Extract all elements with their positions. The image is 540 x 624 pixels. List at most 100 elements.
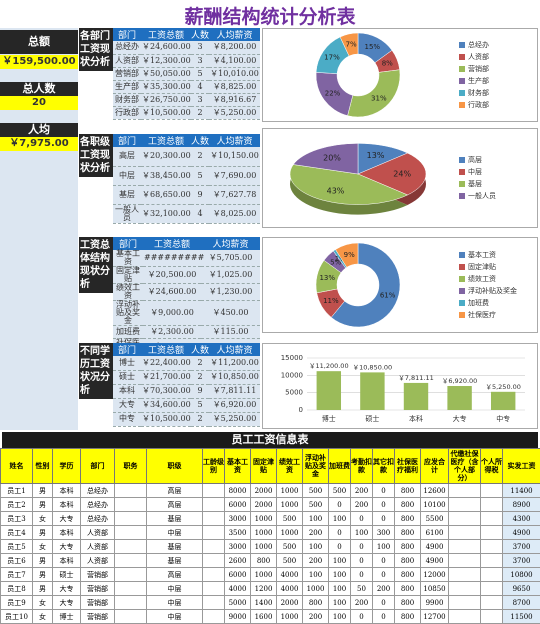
cell: ￥32,100.00 [141,204,191,224]
cell: 本科 [52,497,81,512]
header-cell: 实发工资 [502,448,540,484]
cell: 4 [191,80,209,94]
cell: 500 [276,539,303,554]
cell: 女 [32,511,53,526]
cell: 2 [191,370,209,385]
total-value: ￥159,500.00 [0,55,78,69]
header-row: 部门 工资总额 人数 人均薪资 [113,134,260,147]
cell: 人资部 [113,54,141,68]
header-cell: 学历 [52,448,81,484]
header-cell: 代缴社保医疗（含个人部分） [448,448,481,484]
cell: 0 [372,511,395,526]
cell: 总经办 [80,497,115,512]
header-cell: 考勤扣款 [350,448,373,484]
data-label: 61% [380,292,396,300]
header-cell: 工资总额 [141,343,191,356]
cell: 800 [394,609,421,624]
cell: 2 [191,147,209,167]
row: 博士 ￥22,400.00 2 ￥11,200.00 [113,356,260,371]
avg-value: ￥7,975.00 [0,137,78,151]
cell: 6000 [224,567,251,582]
section-table: 部门 工资总额 人数 人均薪资 高层 ￥20,300.00 2 ￥10,150.00 中层 ￥38… [113,134,260,224]
cell: 绩效工资 [113,283,143,301]
bar [447,386,472,410]
cell: ￥20,300.00 [141,147,191,167]
cell: 人资部 [80,539,115,554]
cell [202,539,225,554]
slice [335,242,359,268]
cell: ￥8,825.00 [209,80,260,94]
cell: 500 [276,553,303,568]
header-cell: 部门 [113,28,141,41]
cell: 本科 [113,384,141,399]
row: 营销部 ￥50,050.00 5 ￥10,010.00 [113,67,260,81]
legend-label: 固定津贴 [468,262,496,271]
cell [114,595,147,610]
cell: 200 [302,609,329,624]
cell [202,595,225,610]
cell: ￥1,025.00 [201,266,260,284]
cell: 5 [191,166,209,186]
header-cell: 工资总额 [141,28,191,41]
data-label: 7% [346,40,357,48]
cell: 0 [328,539,351,554]
data-label: 17% [324,53,340,61]
page-title: 薪酬结构统计分析表 [184,6,356,28]
legend-label: 基层 [468,179,482,188]
slice [339,32,359,57]
row: 员工2 男本科 总经办 高层 6000 2000 1000 500 0 200 0 800 10100 8… [0,497,540,512]
cell: 1000 [276,525,303,540]
cell: 财务部 [113,93,141,107]
legend-label: 行政部 [468,100,489,109]
row: 员工6 男本科 人资部 基层 2600 800 500 200 100 0 0 800 4900 3700 [0,553,540,568]
data-label: ￥5,250.00 [485,383,520,391]
legend-label: 社保医疗 [468,310,496,319]
data-label: 15% [365,43,381,51]
cell: 9000 [224,609,251,624]
data-label: 22% [325,90,341,98]
employee-table-title: 员工工资信息表 [2,432,538,448]
row: 行政部 ￥10,500.00 2 ￥5,250.00 [113,106,260,120]
cell: 100 [302,539,329,554]
section-table: 部门 工资总额 人均薪资 基本工资 ######### ￥5,705.00 固定津贴 ￥20,… [113,237,260,356]
cell [202,525,225,540]
row: 大专 ￥34,600.00 5 ￥6,920.00 [113,398,260,413]
data-label: 8% [382,59,393,67]
cell: 800 [394,567,421,582]
legend-label: 一般人员 [468,191,496,200]
slice [330,242,401,328]
cell: 500 [302,483,329,498]
cell [480,539,503,554]
cell: ￥5,705.00 [201,250,260,267]
header-cell: 部门 [113,134,141,147]
x-tick-label: 中专 [496,414,510,423]
data-label: 13% [367,151,385,160]
header-cell: 部门 [80,448,115,484]
legend-label: 营销部 [468,64,489,73]
cell: 4900 [502,525,540,540]
cell [448,567,481,582]
cell: 营销部 [113,67,141,81]
cell: 固定津贴 [113,266,143,284]
cell: 4000 [276,581,303,596]
cell: ￥8,916.67 [209,93,260,107]
row: 中专 ￥10,500.00 2 ￥5,250.00 [113,412,260,427]
header-cell: 社保医疗福利 [394,448,421,484]
cell: 500 [328,483,351,498]
cell: 营销部 [80,609,115,624]
row: 中层 ￥38,450.00 5 ￥7,690.00 [113,166,260,186]
header-cell: 人均薪资 [209,343,260,356]
cell [480,511,503,526]
cell [480,609,503,624]
cell: 0 [328,525,351,540]
cell: 0 [350,567,373,582]
header-cell: 姓名 [0,448,33,484]
employee-table: 姓名 性别 学历 部门 职务 职级 工龄级别 基本工资 固定津贴 绩效工资 浮动补贴及奖金 加班费 考勤… [0,448,540,624]
cell: 男 [32,497,53,512]
cell [448,553,481,568]
row: 总经办 ￥24,600.00 3 ￥8,200.00 [113,41,260,55]
header-cell: 浮动补贴及奖金 [302,448,329,484]
cell: 200 [302,553,329,568]
legend-swatch [459,312,465,318]
